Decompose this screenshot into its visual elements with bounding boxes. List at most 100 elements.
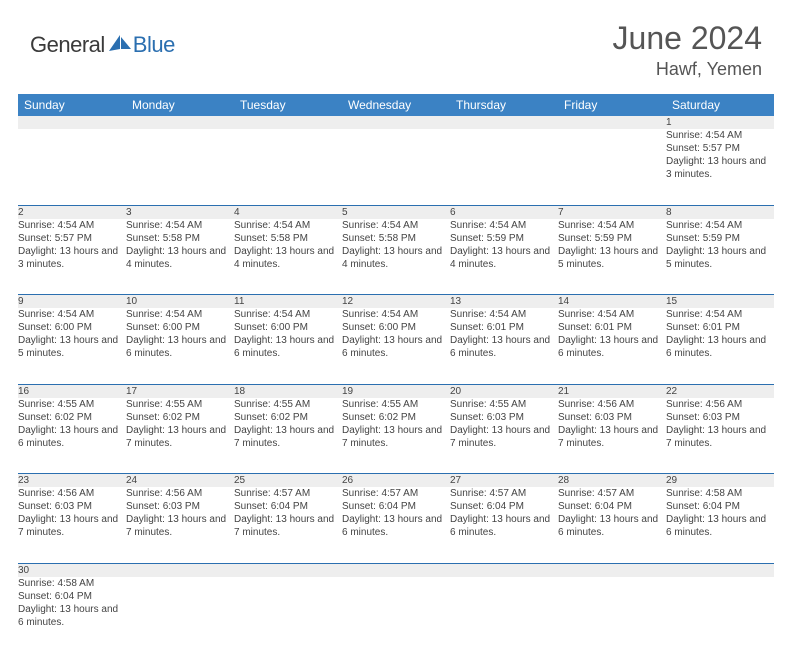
- day-number-cell: 5: [342, 205, 450, 219]
- brand-part1: General: [30, 32, 105, 58]
- day-detail-cell: Sunrise: 4:58 AMSunset: 6:04 PMDaylight:…: [18, 577, 126, 653]
- day-number-cell: 1: [666, 116, 774, 129]
- detail-row: Sunrise: 4:54 AMSunset: 5:57 PMDaylight:…: [18, 219, 774, 295]
- brand-part2: Blue: [133, 32, 175, 58]
- day-number-cell: 25: [234, 474, 342, 488]
- daynum-row: 30: [18, 563, 774, 577]
- day-detail-cell: Sunrise: 4:54 AMSunset: 6:01 PMDaylight:…: [666, 308, 774, 384]
- day-number-cell: 8: [666, 205, 774, 219]
- day-detail-cell: Sunrise: 4:54 AMSunset: 5:59 PMDaylight:…: [666, 219, 774, 295]
- day-detail-cell: Sunrise: 4:57 AMSunset: 6:04 PMDaylight:…: [450, 487, 558, 563]
- empty-cell: [558, 129, 666, 205]
- day-detail-cell: Sunrise: 4:56 AMSunset: 6:03 PMDaylight:…: [558, 398, 666, 474]
- day-number-cell: 29: [666, 474, 774, 488]
- day-number-cell: 13: [450, 295, 558, 309]
- day-detail-cell: Sunrise: 4:57 AMSunset: 6:04 PMDaylight:…: [558, 487, 666, 563]
- empty-cell: [450, 116, 558, 129]
- day-number-cell: 2: [18, 205, 126, 219]
- empty-cell: [342, 129, 450, 205]
- weekday-header: Friday: [558, 94, 666, 116]
- day-number-cell: 26: [342, 474, 450, 488]
- header: General Blue June 2024 Hawf, Yemen: [0, 0, 792, 88]
- daynum-row: 2345678: [18, 205, 774, 219]
- day-detail-cell: Sunrise: 4:55 AMSunset: 6:02 PMDaylight:…: [18, 398, 126, 474]
- detail-row: Sunrise: 4:54 AMSunset: 6:00 PMDaylight:…: [18, 308, 774, 384]
- empty-cell: [450, 129, 558, 205]
- day-number-cell: 27: [450, 474, 558, 488]
- day-detail-cell: Sunrise: 4:56 AMSunset: 6:03 PMDaylight:…: [18, 487, 126, 563]
- empty-cell: [558, 563, 666, 577]
- empty-cell: [234, 116, 342, 129]
- empty-cell: [450, 577, 558, 653]
- day-number-cell: 9: [18, 295, 126, 309]
- day-detail-cell: Sunrise: 4:54 AMSunset: 6:01 PMDaylight:…: [558, 308, 666, 384]
- day-detail-cell: Sunrise: 4:54 AMSunset: 6:00 PMDaylight:…: [126, 308, 234, 384]
- daynum-row: 1: [18, 116, 774, 129]
- day-number-cell: 15: [666, 295, 774, 309]
- day-detail-cell: Sunrise: 4:54 AMSunset: 6:00 PMDaylight:…: [18, 308, 126, 384]
- day-number-cell: 7: [558, 205, 666, 219]
- daynum-row: 16171819202122: [18, 384, 774, 398]
- day-number-cell: 3: [126, 205, 234, 219]
- day-detail-cell: Sunrise: 4:54 AMSunset: 5:59 PMDaylight:…: [450, 219, 558, 295]
- daynum-row: 9101112131415: [18, 295, 774, 309]
- day-number-cell: 11: [234, 295, 342, 309]
- day-detail-cell: Sunrise: 4:54 AMSunset: 6:00 PMDaylight:…: [234, 308, 342, 384]
- detail-row: Sunrise: 4:54 AMSunset: 5:57 PMDaylight:…: [18, 129, 774, 205]
- day-number-cell: 12: [342, 295, 450, 309]
- day-detail-cell: Sunrise: 4:55 AMSunset: 6:02 PMDaylight:…: [234, 398, 342, 474]
- day-number-cell: 28: [558, 474, 666, 488]
- empty-cell: [18, 116, 126, 129]
- daynum-row: 23242526272829: [18, 474, 774, 488]
- day-number-cell: 23: [18, 474, 126, 488]
- day-detail-cell: Sunrise: 4:57 AMSunset: 6:04 PMDaylight:…: [234, 487, 342, 563]
- day-detail-cell: Sunrise: 4:54 AMSunset: 5:59 PMDaylight:…: [558, 219, 666, 295]
- day-number-cell: 18: [234, 384, 342, 398]
- day-number-cell: 17: [126, 384, 234, 398]
- day-detail-cell: Sunrise: 4:54 AMSunset: 5:58 PMDaylight:…: [342, 219, 450, 295]
- brand-sail-icon: [109, 35, 131, 51]
- detail-row: Sunrise: 4:56 AMSunset: 6:03 PMDaylight:…: [18, 487, 774, 563]
- empty-cell: [666, 577, 774, 653]
- empty-cell: [342, 577, 450, 653]
- empty-cell: [450, 563, 558, 577]
- detail-row: Sunrise: 4:58 AMSunset: 6:04 PMDaylight:…: [18, 577, 774, 653]
- day-detail-cell: Sunrise: 4:54 AMSunset: 5:57 PMDaylight:…: [666, 129, 774, 205]
- empty-cell: [666, 563, 774, 577]
- weekday-header: Sunday: [18, 94, 126, 116]
- day-number-cell: 14: [558, 295, 666, 309]
- location-label: Hawf, Yemen: [613, 59, 762, 80]
- day-detail-cell: Sunrise: 4:54 AMSunset: 5:58 PMDaylight:…: [234, 219, 342, 295]
- day-number-cell: 16: [18, 384, 126, 398]
- day-number-cell: 6: [450, 205, 558, 219]
- day-number-cell: 21: [558, 384, 666, 398]
- day-number-cell: 10: [126, 295, 234, 309]
- empty-cell: [126, 116, 234, 129]
- empty-cell: [342, 563, 450, 577]
- calendar-body: 1 Sunrise: 4:54 AMSunset: 5:57 PMDayligh…: [18, 116, 774, 653]
- month-title: June 2024: [613, 20, 762, 57]
- weekday-header: Saturday: [666, 94, 774, 116]
- day-detail-cell: Sunrise: 4:56 AMSunset: 6:03 PMDaylight:…: [666, 398, 774, 474]
- day-detail-cell: Sunrise: 4:54 AMSunset: 6:01 PMDaylight:…: [450, 308, 558, 384]
- day-detail-cell: Sunrise: 4:58 AMSunset: 6:04 PMDaylight:…: [666, 487, 774, 563]
- empty-cell: [234, 129, 342, 205]
- day-detail-cell: Sunrise: 4:54 AMSunset: 6:00 PMDaylight:…: [342, 308, 450, 384]
- empty-cell: [18, 129, 126, 205]
- day-detail-cell: Sunrise: 4:56 AMSunset: 6:03 PMDaylight:…: [126, 487, 234, 563]
- day-number-cell: 20: [450, 384, 558, 398]
- weekday-header: Tuesday: [234, 94, 342, 116]
- day-detail-cell: Sunrise: 4:57 AMSunset: 6:04 PMDaylight:…: [342, 487, 450, 563]
- day-detail-cell: Sunrise: 4:55 AMSunset: 6:03 PMDaylight:…: [450, 398, 558, 474]
- weekday-header: Monday: [126, 94, 234, 116]
- empty-cell: [234, 577, 342, 653]
- empty-cell: [126, 577, 234, 653]
- day-number-cell: 4: [234, 205, 342, 219]
- day-number-cell: 30: [18, 563, 126, 577]
- day-detail-cell: Sunrise: 4:55 AMSunset: 6:02 PMDaylight:…: [342, 398, 450, 474]
- empty-cell: [126, 129, 234, 205]
- empty-cell: [558, 577, 666, 653]
- day-detail-cell: Sunrise: 4:54 AMSunset: 5:57 PMDaylight:…: [18, 219, 126, 295]
- day-number-cell: 22: [666, 384, 774, 398]
- calendar-table: SundayMondayTuesdayWednesdayThursdayFrid…: [18, 94, 774, 653]
